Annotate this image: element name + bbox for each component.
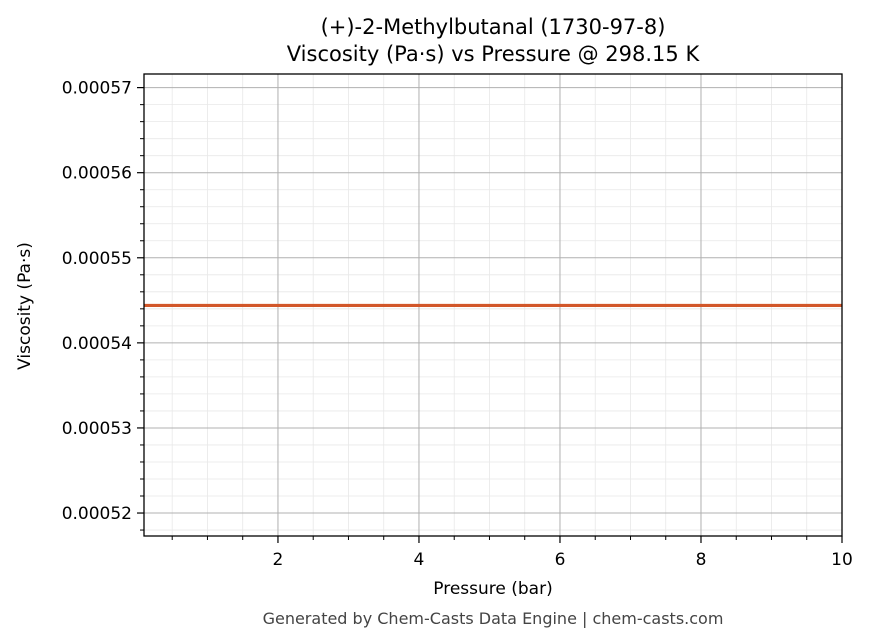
y-tick-label: 0.00053 [62,419,132,439]
x-tick-label: 6 [555,550,566,570]
y-tick-label: 0.00052 [62,504,132,524]
axes-frame [143,73,843,537]
chart-title-line1: (+)-2-Methylbutanal (1730-97-8) [321,15,666,39]
y-axis-label: Viscosity (Pa·s) [15,242,35,370]
y-tick-label: 0.00057 [62,79,132,99]
y-tick-label: 0.00055 [62,249,132,269]
chart-title-line2: Viscosity (Pa·s) vs Pressure @ 298.15 K [287,42,701,66]
y-tick-label: 0.00056 [62,164,132,184]
x-axis-label: Pressure (bar) [433,579,552,599]
x-tick-label: 4 [414,550,425,570]
x-tick-label: 2 [273,550,284,570]
y-tick-label: 0.00054 [62,334,132,354]
x-tick-label: 10 [831,550,853,570]
footer-credit: Generated by Chem-Casts Data Engine | ch… [263,609,724,628]
plot-area: 2 4 6 8 10 0.00052 0.00053 0.00054 0.00055 0.0005… [62,73,853,570]
x-tick-label: 8 [696,550,707,570]
